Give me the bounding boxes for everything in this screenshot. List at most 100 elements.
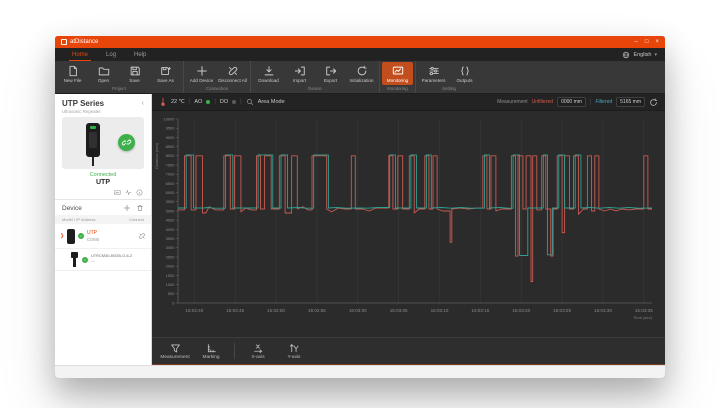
globe-icon — [623, 51, 630, 58]
x-tick-label: 15:02:50 — [267, 308, 285, 313]
series-title: UTP Series — [62, 99, 105, 108]
measurement-tool-button[interactable]: Measurement — [158, 343, 192, 360]
export-label: Export — [323, 78, 338, 83]
info-icon[interactable] — [136, 189, 143, 196]
outputs-button[interactable]: Outputs — [449, 62, 480, 85]
filtered-value: 5165 mm — [616, 97, 645, 107]
x-tick-label: 15:03:20 — [512, 308, 530, 313]
y-axis-button[interactable]: Y-axis — [277, 343, 311, 360]
export-button[interactable]: Export — [315, 62, 346, 85]
measurement-tool-label: Measurement — [160, 354, 190, 360]
tab-log[interactable]: Log — [106, 51, 117, 58]
monitoring-button[interactable]: Monitoring — [382, 62, 413, 85]
maximize-button[interactable]: □ — [644, 39, 649, 45]
disconnect-device-icon[interactable] — [138, 232, 146, 240]
waveform-icon[interactable] — [125, 189, 132, 196]
x-tick-label: 15:02:40 — [185, 308, 203, 313]
new-file-button[interactable]: New File — [57, 62, 88, 85]
toolbar-group-setting: Parameters Outputs Setting — [416, 61, 482, 93]
save-icon — [129, 64, 141, 77]
open-button[interactable]: Open — [88, 62, 119, 85]
ao-status-indicator[interactable] — [206, 100, 211, 104]
y-tick-label: 0 — [172, 300, 175, 305]
menu-bar: Home Log Help English ▾ — [55, 48, 665, 61]
parameters-label: Parameters — [421, 78, 446, 83]
chart-area[interactable]: 15:02:40 15:02:45 15:02:50 15:02:55 15:03:00… — [152, 111, 665, 337]
download-icon — [263, 64, 275, 77]
y-tick-label: 4000 — [166, 227, 176, 232]
tab-help[interactable]: Help — [134, 51, 147, 58]
series-subtitle: Ultrasonic Repeater — [62, 109, 101, 114]
y-axis-icon — [289, 343, 298, 352]
open-folder-icon — [98, 64, 110, 77]
chart-header: 22 ℃ | AO | DO | Area Mode Measurement U… — [152, 94, 665, 111]
series-line-unfiltered — [178, 155, 652, 282]
device-name: UTP — [96, 179, 110, 186]
monitoring-icon — [392, 64, 404, 77]
device-row-sensor[interactable]: UTRCM30-8VDB-O-IL2 --- — [55, 249, 151, 271]
add-device-button[interactable]: Add Device — [186, 62, 217, 85]
reset-view-icon[interactable] — [649, 98, 658, 107]
tab-home[interactable]: Home — [63, 48, 97, 61]
device-cable-illustration — [92, 157, 94, 166]
area-mode-icon — [246, 99, 253, 106]
y-tick-label: 1500 — [166, 273, 176, 278]
sensor-model-name: UTRCM30-8VDB-O-IL2 — [91, 253, 132, 259]
import-button[interactable]: Import — [284, 62, 315, 85]
monitoring-panel: 22 ℃ | AO | DO | Area Mode Measurement U… — [152, 94, 665, 365]
x-tick-label: 15:03:00 — [349, 308, 367, 313]
main-toolbar: New File Open Save — [55, 61, 665, 94]
minimize-button[interactable]: – — [634, 39, 638, 45]
initialization-icon — [356, 64, 368, 77]
marking-tool-button[interactable]: Marking — [194, 343, 228, 360]
save-as-button[interactable]: Save As — [150, 62, 181, 85]
ao-label: AO — [194, 99, 203, 105]
status-strip — [55, 365, 665, 378]
x-tick-label: 15:03:10 — [431, 308, 449, 313]
device-row-port: COM6 — [87, 236, 100, 242]
language-selector[interactable]: English ▾ — [622, 48, 657, 61]
snapshot-icon[interactable] — [114, 189, 121, 196]
y-tick-label: 2500 — [166, 254, 176, 259]
y-tick-label: 9000 — [166, 135, 176, 140]
outputs-label: Outputs — [456, 78, 473, 83]
device-thumbnail — [67, 228, 75, 244]
thermometer-icon — [161, 97, 165, 106]
funnel-icon — [170, 344, 180, 352]
x-axis-label: X-axis — [251, 354, 265, 360]
initialization-button[interactable]: Initialization — [346, 62, 377, 85]
save-label: Save — [129, 78, 140, 83]
device-row-utp[interactable]: ❯ UTP COM6 — [55, 224, 151, 249]
series-line-filtered — [178, 154, 653, 256]
toolbar-group-project: New File Open Save — [55, 61, 184, 93]
y-tick-label: 2000 — [166, 264, 176, 269]
save-button[interactable]: Save — [119, 62, 150, 85]
toolbar-group-monitoring: Monitoring Monitoring — [380, 61, 416, 93]
app-window: atDistance – □ × Home Log Help English ▾ — [55, 36, 665, 378]
do-label: DO — [219, 99, 229, 105]
marking-tool-label: Marking — [202, 354, 220, 360]
import-icon — [294, 64, 306, 77]
x-axis-button[interactable]: X-axis — [241, 343, 275, 360]
unfiltered-value: 0000 mm — [557, 97, 586, 107]
marking-icon — [207, 343, 216, 352]
chart-toolbar: Measurement Marking X-axis Y-axis — [152, 337, 665, 365]
close-button[interactable]: × — [655, 39, 659, 45]
collapse-chevron-icon[interactable]: ‹ — [141, 100, 144, 107]
do-status-indicator[interactable] — [232, 100, 237, 104]
x-tick-label: 15:03:25 — [553, 308, 571, 313]
link-status-icon — [82, 256, 88, 263]
link-status-icon — [78, 233, 84, 239]
download-button[interactable]: Download — [253, 62, 284, 85]
chevron-down-icon: ▾ — [654, 51, 657, 58]
trash-icon[interactable] — [136, 204, 144, 212]
expand-chevron-icon[interactable]: ❯ — [60, 233, 65, 239]
toolbar-group-label-monitoring: Monitoring — [387, 86, 408, 91]
add-icon[interactable] — [123, 204, 131, 212]
app-icon — [61, 39, 67, 45]
disconnect-all-button[interactable]: Disconnect All — [217, 62, 248, 85]
distance-chart[interactable]: 15:02:40 15:02:45 15:02:50 15:02:55 15:03:00… — [152, 111, 665, 338]
y-tick-label: 4500 — [166, 218, 176, 223]
parameters-button[interactable]: Parameters — [418, 62, 449, 85]
